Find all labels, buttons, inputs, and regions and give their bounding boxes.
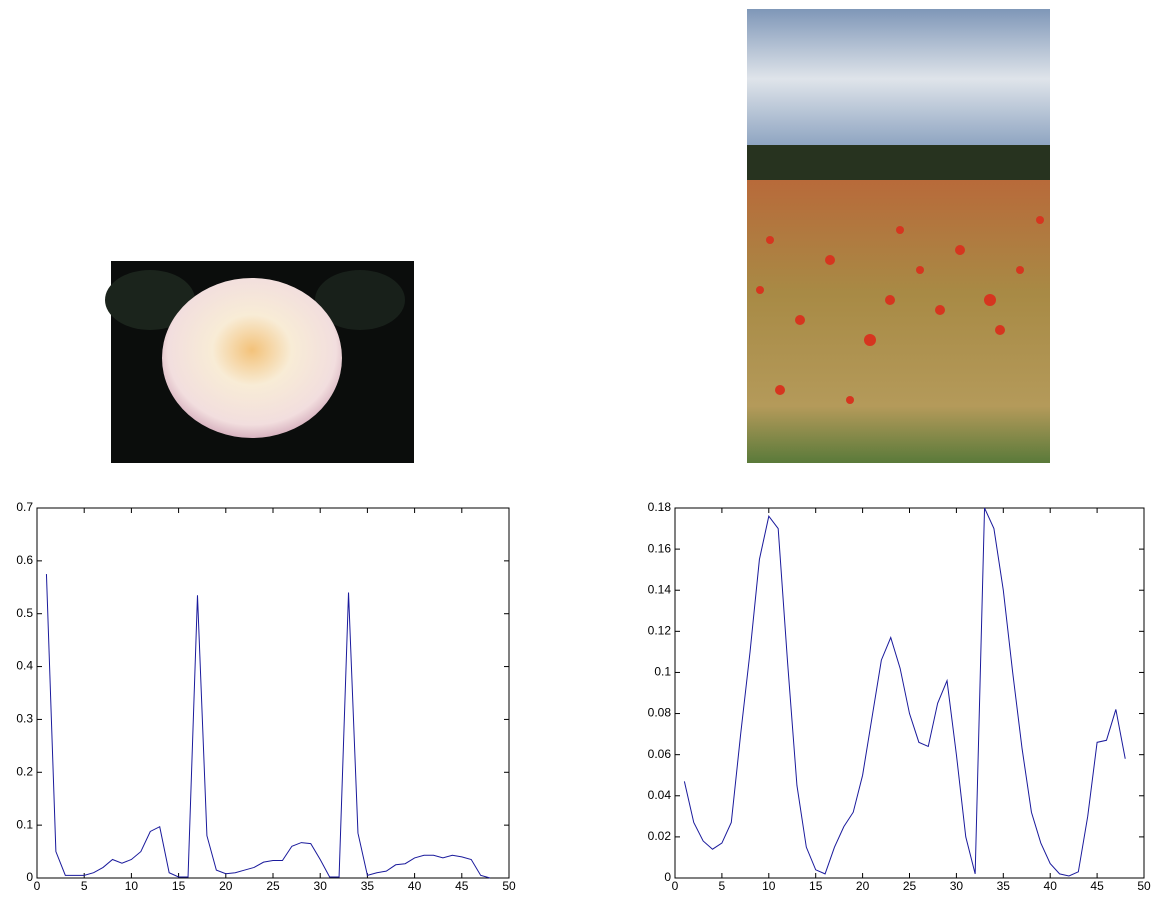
y-tick-label: 0.1 <box>654 665 671 679</box>
y-tick-label: 0.18 <box>648 500 672 514</box>
data-line <box>45 574 491 879</box>
y-tick-label: 0.3 <box>16 712 33 726</box>
x-tick-label: 20 <box>856 879 870 893</box>
poppy-field-image <box>747 9 1050 463</box>
x-tick-label: 10 <box>762 879 776 893</box>
y-tick-label: 0.06 <box>648 747 672 761</box>
y-tick-label: 0.6 <box>16 553 33 567</box>
x-tick-label: 50 <box>502 879 516 893</box>
x-tick-label: 25 <box>903 879 917 893</box>
y-tick-label: 0.02 <box>648 829 672 843</box>
y-tick-label: 0 <box>664 870 671 884</box>
x-tick-label: 30 <box>950 879 964 893</box>
y-tick-label: 0.4 <box>16 659 33 673</box>
y-tick-label: 0.14 <box>648 582 672 596</box>
x-tick-label: 40 <box>1044 879 1058 893</box>
x-tick-label: 5 <box>719 879 726 893</box>
x-tick-label: 35 <box>997 879 1011 893</box>
y-tick-label: 0.1 <box>16 817 33 831</box>
plot-area <box>36 507 510 879</box>
x-tick-label: 20 <box>219 879 233 893</box>
x-tick-label: 30 <box>314 879 328 893</box>
rose-image <box>105 261 414 463</box>
y-tick-label: 0.5 <box>16 606 33 620</box>
y-tick-label: 0.12 <box>648 624 672 638</box>
y-tick-label: 0.16 <box>648 541 672 555</box>
x-tick-label: 50 <box>1137 879 1151 893</box>
x-tick-label: 35 <box>361 879 375 893</box>
x-tick-label: 0 <box>672 879 679 893</box>
x-tick-label: 15 <box>809 879 823 893</box>
x-tick-label: 25 <box>266 879 280 893</box>
plot-area <box>674 507 1145 879</box>
x-tick-label: 10 <box>125 879 139 893</box>
y-tick-label: 0.04 <box>648 788 672 802</box>
x-tick-label: 5 <box>81 879 88 893</box>
x-tick-label: 45 <box>455 879 469 893</box>
x-tick-label: 45 <box>1090 879 1104 893</box>
y-tick-label: 0 <box>26 870 33 884</box>
x-tick-label: 0 <box>34 879 41 893</box>
y-tick-label: 0.2 <box>16 764 33 778</box>
y-tick-label: 0.7 <box>16 500 33 514</box>
data-line <box>683 507 1126 877</box>
x-tick-label: 15 <box>172 879 186 893</box>
y-tick-label: 0.08 <box>648 706 672 720</box>
x-tick-label: 40 <box>408 879 422 893</box>
